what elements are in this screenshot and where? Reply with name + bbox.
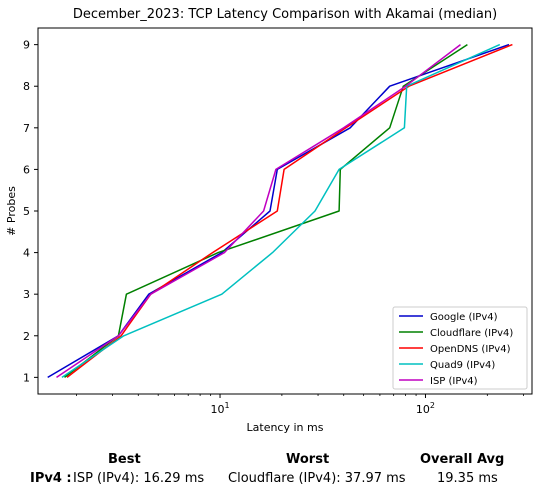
- legend-label: Quad9 (IPv4): [430, 360, 495, 371]
- legend-label: ISP (IPv4): [430, 376, 478, 387]
- x-tick-label: 102: [416, 401, 435, 416]
- summary-table: Best Worst Overall Avg IPv4 : ISP (IPv4)…: [0, 446, 541, 494]
- legend-label: Cloudflare (IPv4): [430, 328, 513, 339]
- legend: Google (IPv4) Cloudflare (IPv4) OpenDNS (I…: [392, 306, 528, 390]
- y-axis-label: # Probes: [5, 186, 18, 236]
- legend-box: [392, 306, 528, 390]
- series-line-quad9: [61, 43, 501, 379]
- y-tick-label: 1: [23, 371, 30, 384]
- x-axis-label: Latency in ms: [247, 421, 324, 434]
- series-lines: [47, 43, 513, 379]
- series-line-isp: [56, 44, 461, 379]
- legend-label: Google (IPv4): [430, 312, 498, 323]
- y-tick-label: 8: [23, 80, 30, 93]
- y-tick-label: 4: [23, 247, 30, 260]
- y-tick-label: 9: [23, 39, 30, 52]
- avg-value: 19.35 ms: [437, 471, 498, 486]
- worst-value: Cloudflare (IPv4): 37.97 ms: [228, 471, 406, 486]
- chart-title: December_2023: TCP Latency Comparison wi…: [73, 7, 497, 22]
- avg-header: Overall Avg: [420, 452, 505, 467]
- y-tick-label: 5: [23, 205, 30, 218]
- best-header: Best: [108, 452, 141, 467]
- series-line-cloudflare: [64, 43, 468, 378]
- y-tick-label: 3: [23, 288, 30, 301]
- legend-label: OpenDNS (IPv4): [430, 344, 511, 355]
- ipv4-row-label: IPv4 :: [30, 471, 72, 486]
- x-tick-label: 101: [210, 401, 229, 416]
- latency-chart: December_2023: TCP Latency Comparison wi…: [5, 7, 533, 434]
- best-value: ISP (IPv4): 16.29 ms: [73, 471, 205, 486]
- series-line-opendns: [66, 43, 513, 378]
- y-tick-label: 2: [23, 330, 30, 343]
- worst-header: Worst: [286, 452, 330, 467]
- y-tick-label: 7: [23, 122, 30, 135]
- y-tick-label: 6: [23, 163, 30, 176]
